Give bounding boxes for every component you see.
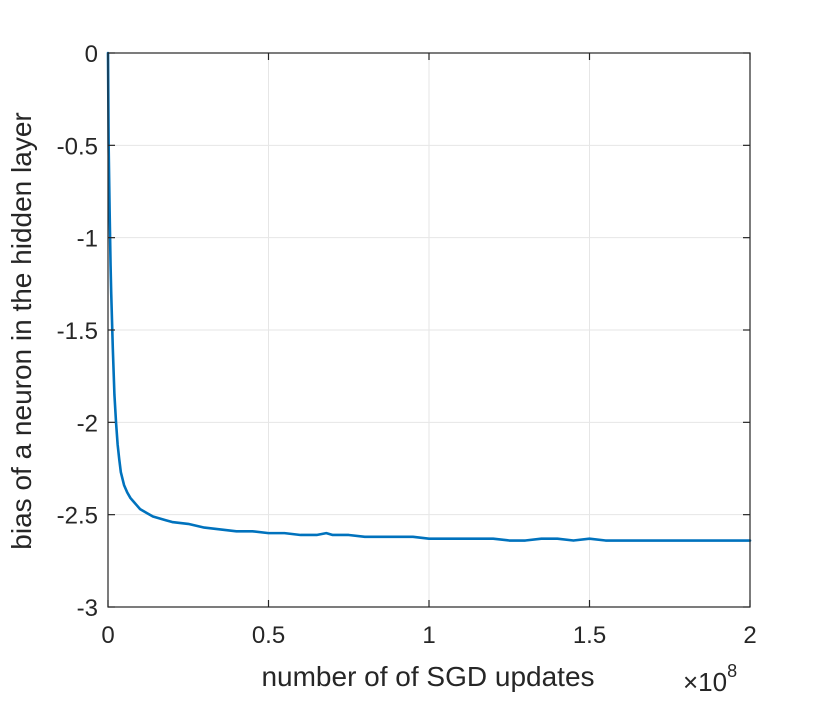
x-axis-exponent-base: ×10 — [683, 667, 727, 697]
y-tick-label: -2 — [77, 410, 98, 437]
x-tick-label: 0.5 — [252, 622, 285, 649]
x-tick-label: 1.5 — [573, 622, 606, 649]
x-tick-label: 2 — [743, 622, 756, 649]
y-tick-label: -2.5 — [57, 503, 98, 530]
series-layer — [106, 51, 752, 542]
y-axis-label: bias of a neuron in the hidden layer — [6, 112, 37, 549]
y-tick-label: 0 — [85, 41, 98, 68]
x-axis-exponent-label: ×108 — [683, 661, 737, 697]
x-tick-label: 1 — [422, 622, 435, 649]
x-tick-label: 0 — [101, 622, 114, 649]
series-line — [106, 51, 752, 542]
x-axis-exponent-power: 8 — [727, 661, 737, 681]
axes — [107, 52, 751, 608]
y-tick-label: -1 — [77, 226, 98, 253]
tick-labels: 0 0.5 1 1.5 2 0 -0.5 -1 -1.5 -2 -2.5 -3 — [57, 41, 757, 649]
y-tick-label: -1.5 — [57, 318, 98, 345]
y-tick-label: -0.5 — [57, 133, 98, 160]
x-axis-label: number of of SGD updates — [261, 661, 594, 692]
y-tick-label: -3 — [77, 595, 98, 622]
